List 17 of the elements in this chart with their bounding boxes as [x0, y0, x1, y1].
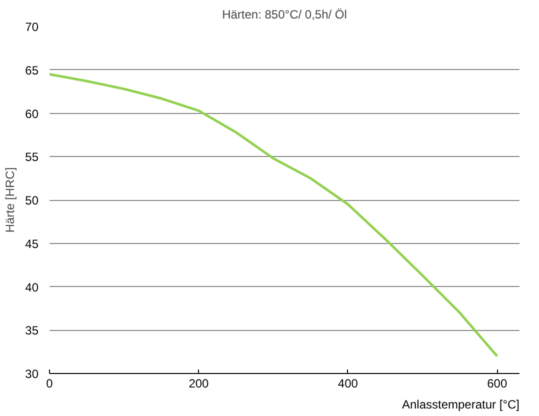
x-tick-label: 600	[487, 376, 508, 390]
y-tick-label: 30	[25, 367, 39, 381]
y-tick-label: 50	[25, 194, 39, 208]
line-series	[50, 72, 498, 358]
y-tick-label: 35	[25, 324, 39, 338]
y-axis-title: Härte [HRC]	[3, 167, 18, 233]
chart-title: Härten: 850°C/ 0,5h/ Öl	[222, 8, 347, 22]
y-tick-label: 40	[25, 280, 39, 294]
y-tick-label: 60	[25, 106, 39, 121]
x-axis-title: Anlasstemperatur [°C]	[402, 398, 520, 412]
x-tick-label: 400	[338, 376, 358, 390]
y-tick-label: 70	[25, 20, 39, 34]
y-tick-label: 65	[25, 63, 39, 78]
y-tick-label: 55	[25, 150, 39, 164]
x-tick-label: 200	[188, 376, 210, 390]
x-tick-label: 0	[46, 376, 54, 390]
y-tick-label: 45	[25, 236, 39, 251]
